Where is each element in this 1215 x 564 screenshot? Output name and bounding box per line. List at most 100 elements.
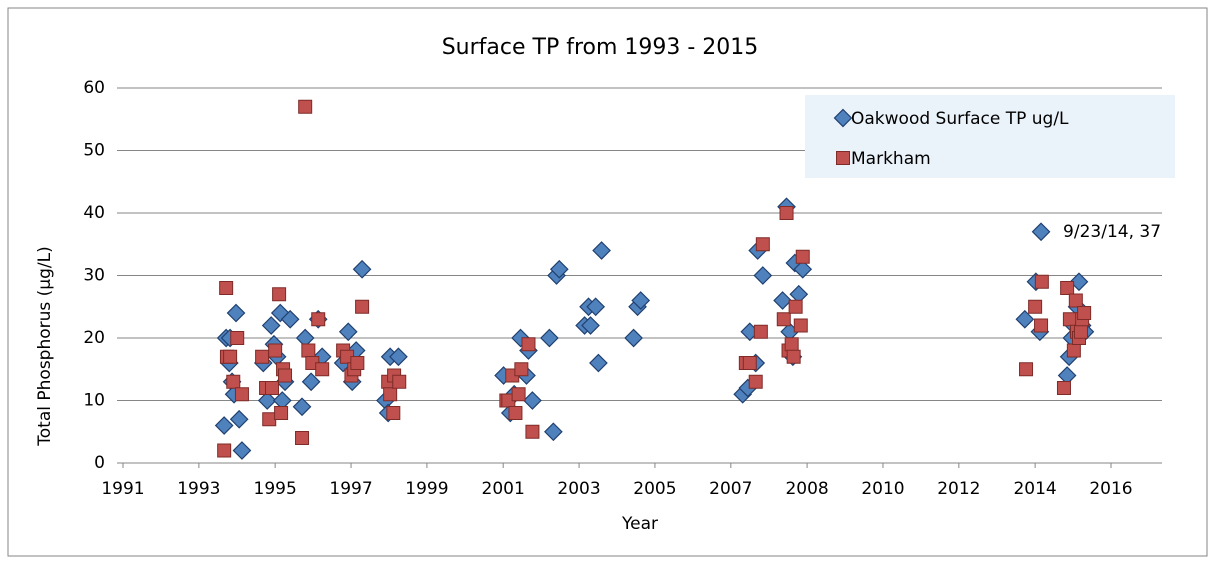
data-point	[352, 259, 372, 279]
data-point	[755, 237, 770, 252]
data-point	[793, 318, 808, 333]
data-point	[586, 297, 606, 317]
data-point	[753, 266, 773, 285]
data-point	[511, 387, 526, 402]
x-tick-label: 1993	[177, 479, 220, 499]
data-point	[274, 406, 289, 420]
data-point	[338, 322, 358, 342]
y-tick-label: 60	[83, 78, 105, 98]
y-tick-label: 50	[83, 141, 105, 161]
legend-box	[805, 95, 1175, 178]
data-point	[523, 391, 542, 410]
data-point	[773, 291, 792, 310]
data-point	[1034, 274, 1049, 289]
data-point	[1060, 281, 1075, 295]
data-point	[355, 299, 370, 314]
data-point	[301, 343, 316, 358]
data-point	[624, 328, 643, 348]
data-point	[1073, 324, 1088, 339]
data-point	[311, 312, 326, 327]
x-tick-label: 2010	[861, 479, 904, 499]
y-tick-label: 10	[83, 391, 105, 411]
legend-marker	[836, 151, 850, 165]
data-point	[223, 349, 238, 364]
x-tick-label: 2012	[937, 479, 980, 499]
data-point	[549, 259, 569, 279]
x-axis-label: Year	[621, 514, 658, 534]
data-point	[508, 406, 523, 420]
data-point	[226, 374, 241, 389]
legend-label: Oakwood Surface TP ug/L	[851, 109, 1069, 129]
legend: Oakwood Surface TP ug/L Markham	[805, 95, 1175, 178]
data-point	[255, 349, 270, 364]
data-point	[1056, 381, 1071, 395]
x-tick-label: 1995	[254, 479, 297, 499]
x-tick-label: 2005	[633, 479, 676, 499]
data-point	[1077, 306, 1092, 320]
data-point	[219, 281, 234, 295]
y-tick-label: 0	[94, 453, 105, 473]
data-point	[748, 374, 763, 389]
data-point	[784, 337, 799, 352]
data-point	[1019, 362, 1034, 377]
data-point	[315, 362, 330, 377]
data-point	[521, 337, 536, 352]
data-point	[261, 316, 281, 335]
data-point	[795, 249, 810, 264]
data-point	[753, 324, 768, 339]
data-point	[1015, 309, 1035, 329]
data-point	[229, 409, 249, 429]
legend-marker	[833, 108, 853, 128]
y-axis-label: Total Phosphorus (µg/L)	[35, 246, 55, 446]
data-point	[350, 356, 365, 370]
data-point	[257, 391, 277, 410]
data-point	[226, 303, 246, 323]
data-point	[301, 372, 321, 392]
data-point	[1034, 318, 1049, 333]
data-point	[514, 362, 529, 377]
data-point	[589, 353, 608, 373]
annotation: 9/23/14, 37	[1063, 222, 1161, 242]
data-point	[776, 312, 791, 327]
data-point	[272, 287, 287, 302]
x-tick-label: 2014	[1013, 479, 1056, 499]
data-point	[592, 241, 611, 260]
x-tick-label: 2001	[482, 479, 525, 499]
data-point	[292, 397, 312, 417]
data-point	[262, 412, 277, 427]
data-point	[232, 441, 252, 460]
data-point	[525, 424, 540, 439]
data-point	[1069, 272, 1089, 292]
x-tick-label: 1991	[101, 479, 144, 499]
data-point	[1062, 312, 1077, 327]
data-point	[1031, 222, 1051, 242]
data-point	[793, 259, 813, 279]
data-point	[295, 431, 310, 445]
data-point	[540, 328, 559, 348]
data-point	[383, 387, 398, 402]
data-point	[1068, 293, 1083, 308]
data-point	[786, 349, 801, 364]
data-point	[581, 316, 600, 335]
data-point	[298, 99, 313, 114]
data-point	[234, 387, 249, 402]
data-point	[280, 309, 300, 329]
data-point	[386, 406, 401, 420]
x-tick-label: 2007	[709, 479, 752, 499]
data-point	[264, 381, 279, 395]
data-point	[1066, 343, 1081, 358]
data-point	[214, 416, 234, 435]
data-point	[230, 331, 245, 345]
data-point	[392, 374, 407, 389]
data-point	[631, 291, 651, 310]
y-tick-label: 20	[83, 328, 105, 348]
x-tick-label: 1999	[405, 479, 448, 499]
x-tick-label: 2008	[785, 479, 828, 499]
y-tick-label: 40	[83, 203, 105, 223]
legend-label: Markham	[851, 149, 931, 169]
y-tick-label: 30	[83, 266, 105, 286]
x-tick-label: 2003	[557, 479, 600, 499]
data-point	[270, 303, 290, 323]
data-point	[217, 443, 232, 458]
